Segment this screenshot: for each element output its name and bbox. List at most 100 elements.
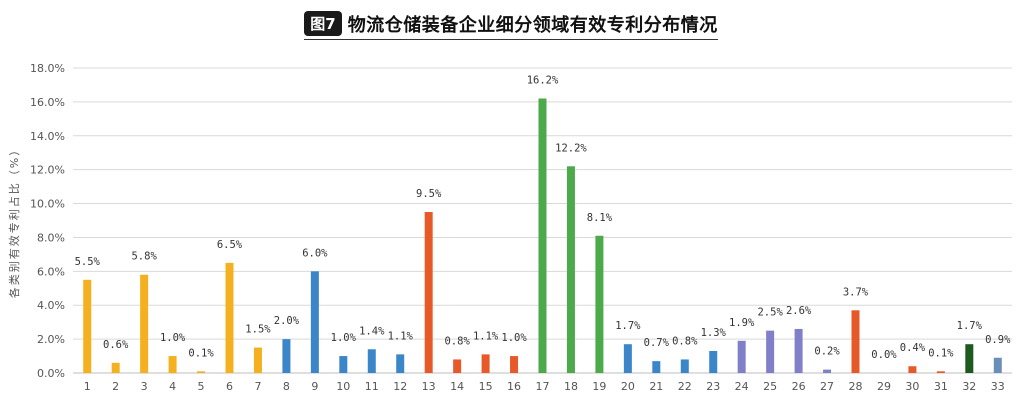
data-label: 2.5% [757, 307, 783, 319]
data-label: 1.1% [473, 330, 499, 342]
bar [566, 166, 575, 373]
x-tick-label: 6 [226, 380, 233, 393]
bar [908, 366, 917, 373]
chart-title-area: 图7 物流仓储装备企业细分领域有效专利分布情况 [0, 8, 1022, 42]
data-label: 6.0% [302, 247, 328, 259]
x-tick-label: 3 [141, 380, 148, 393]
x-tick-label: 15 [479, 380, 493, 393]
y-axis-label: 各类别有效专利占比（%） [7, 143, 21, 298]
y-tick-label: 18.0% [30, 62, 65, 75]
x-tick-label: 22 [678, 380, 692, 393]
x-tick-label: 8 [283, 380, 290, 393]
y-axis-ticks: 0.0% 2.0% 4.0% 6.0% 8.0% 10.0% 12.0% 14.0% 16.0%… [30, 62, 65, 380]
y-tick-label: 4.0% [37, 299, 65, 312]
x-tick-label: 26 [792, 380, 806, 393]
x-tick-label: 10 [336, 380, 350, 393]
bar [993, 357, 1002, 373]
bar [310, 271, 319, 373]
x-tick-label: 12 [393, 380, 407, 393]
bar [168, 356, 177, 373]
bar [538, 98, 547, 373]
bar [652, 361, 661, 373]
data-label: 0.1% [188, 347, 214, 359]
bar [367, 349, 376, 373]
y-tick-label: 0.0% [37, 367, 65, 380]
bar [140, 274, 149, 373]
bar [453, 359, 462, 373]
x-tick-label: 13 [422, 380, 436, 393]
data-label: 1.0% [160, 332, 186, 344]
bar [339, 356, 348, 373]
figure-number-badge: 图7 [304, 11, 342, 36]
bar [965, 344, 974, 373]
y-tick-label: 8.0% [37, 231, 65, 244]
bar [396, 354, 405, 373]
chart-title: 物流仓储装备企业细分领域有效专利分布情况 [347, 14, 718, 36]
bar [737, 340, 746, 373]
bar [282, 339, 291, 373]
x-tick-label: 25 [763, 380, 777, 393]
x-tick-label: 23 [706, 380, 720, 393]
x-tick-label: 2 [112, 380, 119, 393]
bar [595, 235, 604, 373]
y-tick-label: 12.0% [30, 164, 65, 177]
data-label: 0.8% [444, 335, 470, 347]
bar [851, 310, 860, 373]
y-tick-label: 6.0% [37, 265, 65, 278]
bar [680, 359, 689, 373]
data-label: 1.7% [615, 320, 641, 332]
data-label: 0.0% [871, 349, 897, 361]
x-tick-label: 29 [877, 380, 891, 393]
data-label: 0.4% [900, 342, 926, 354]
chart-title-underline: 图7 物流仓储装备企业细分领域有效专利分布情况 [304, 11, 718, 40]
bar [225, 262, 234, 373]
data-label: 1.0% [331, 332, 357, 344]
data-label: 0.8% [672, 335, 698, 347]
x-tick-label: 27 [820, 380, 834, 393]
x-tick-label: 17 [536, 380, 550, 393]
data-label: 1.7% [957, 320, 983, 332]
data-label: 2.0% [274, 315, 300, 327]
data-label: 0.1% [928, 347, 954, 359]
x-tick-label: 14 [450, 380, 464, 393]
data-label: 8.1% [587, 212, 613, 224]
bar [936, 371, 945, 373]
bars [83, 98, 1002, 373]
bar [253, 347, 262, 373]
bar [424, 212, 433, 373]
data-label: 3.7% [843, 286, 869, 298]
bar [510, 356, 519, 373]
x-tick-label: 21 [649, 380, 663, 393]
bar [766, 330, 775, 373]
y-tick-label: 2.0% [37, 333, 65, 346]
bar [623, 344, 632, 373]
data-label: 2.6% [786, 305, 812, 317]
x-tick-label: 1 [84, 380, 91, 393]
x-tick-label: 9 [311, 380, 318, 393]
x-tick-label: 7 [254, 380, 261, 393]
data-label: 1.1% [388, 330, 414, 342]
y-tick-label: 10.0% [30, 198, 65, 211]
x-tick-label: 19 [592, 380, 606, 393]
bar [794, 328, 803, 373]
x-tick-label: 18 [564, 380, 578, 393]
x-tick-label: 31 [934, 380, 948, 393]
data-label: 6.5% [217, 239, 243, 251]
x-tick-label: 20 [621, 380, 635, 393]
data-label: 1.3% [701, 327, 727, 339]
data-labels: 5.5%0.6%5.8%1.0%0.1%6.5%1.5%2.0%6.0%1.0%… [75, 75, 1012, 362]
x-tick-label: 16 [507, 380, 521, 393]
data-label: 9.5% [416, 188, 442, 200]
data-label: 0.2% [814, 346, 840, 358]
data-label: 1.9% [729, 317, 755, 329]
bar [111, 362, 120, 373]
bar [197, 371, 206, 373]
x-tick-label: 11 [365, 380, 379, 393]
data-label: 16.2% [527, 75, 559, 87]
data-label: 5.5% [75, 256, 101, 268]
x-tick-label: 4 [169, 380, 176, 393]
data-label: 1.0% [501, 332, 527, 344]
data-label: 1.4% [359, 325, 385, 337]
data-label: 0.9% [985, 334, 1011, 346]
